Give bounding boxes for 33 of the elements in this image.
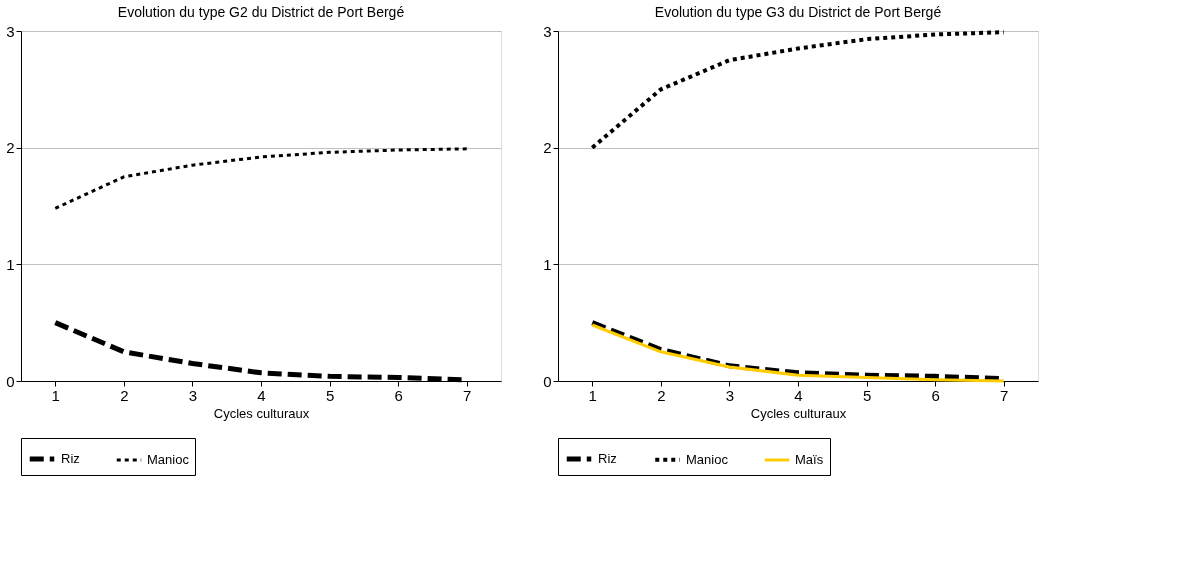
x-tick-label: 2	[657, 386, 666, 404]
line-series	[590, 30, 1006, 150]
legend-label: Maïs	[795, 452, 824, 467]
y-tick-label: 3	[543, 22, 552, 40]
x-tick-label: 1	[588, 386, 597, 404]
x-tick-label: 6	[394, 386, 403, 404]
y-tick-label: 0	[6, 372, 15, 390]
x-axis-title: Cycles culturaux	[750, 405, 847, 421]
y-tick-label: 3	[6, 22, 15, 40]
y-tick-label: 1	[6, 255, 15, 273]
x-tick-label: 3	[725, 386, 735, 404]
y-tick-label: 2	[6, 139, 15, 157]
line-series	[53, 147, 469, 210]
x-tick-label: 4	[257, 386, 266, 404]
y-tick-label: 1	[543, 255, 552, 273]
x-tick-label: 5	[325, 386, 335, 404]
x-tick-label: 3	[188, 386, 198, 404]
legend-label: Riz	[61, 451, 80, 466]
chart-title: Evolution du type G2 du District de Port Bergé	[117, 4, 405, 20]
x-axis-title: Cycles culturaux	[213, 405, 310, 421]
x-tick-label: 7	[1000, 386, 1009, 404]
x-tick-label: 6	[931, 386, 940, 404]
y-tick-label: 2	[543, 139, 552, 157]
legend-label: Manioc	[147, 452, 190, 467]
x-tick-label: 4	[794, 386, 803, 404]
legend-label: Manioc	[686, 451, 729, 467]
legend-label: Riz	[598, 451, 617, 466]
x-tick-label: 2	[120, 386, 129, 404]
chart-title: Evolution du type G3 du District de Port Bergé	[654, 4, 942, 20]
x-tick-label: 1	[51, 386, 60, 404]
x-tick-label: 7	[463, 386, 472, 404]
y-tick-label: 0	[543, 372, 552, 390]
x-tick-label: 5	[862, 386, 872, 404]
